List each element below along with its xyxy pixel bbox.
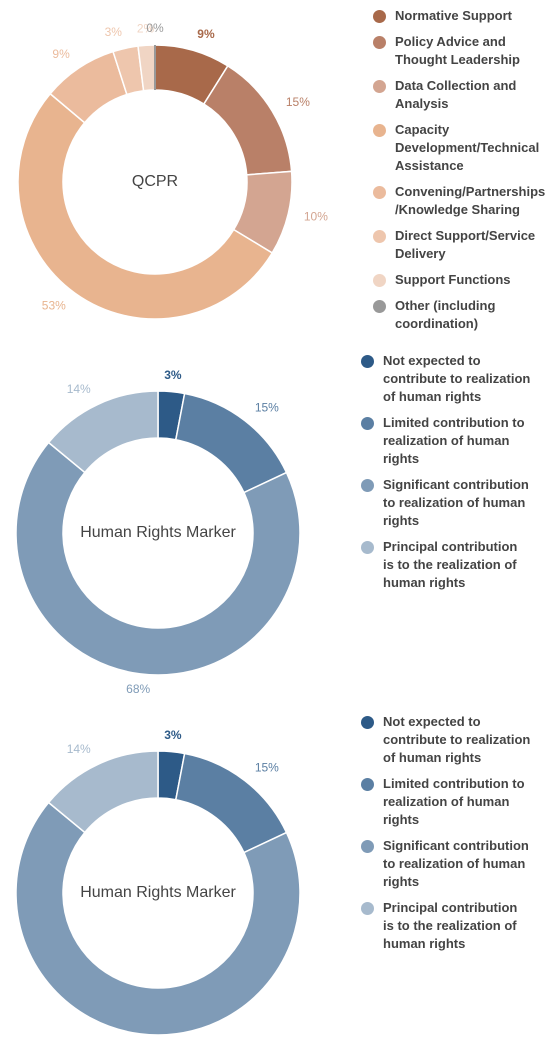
legend-label: Principal contribution is to the realiza… <box>383 900 518 951</box>
slice <box>15 801 301 1036</box>
legend-label: Policy Advice and Thought Leadership <box>395 34 520 67</box>
legend-item: Significant contribution to realization … <box>361 476 531 530</box>
value-label: 9% <box>52 47 70 61</box>
legend-item: Other (including coordination) <box>373 297 538 333</box>
legend-label: Significant contribution to realization … <box>383 477 529 528</box>
legend-marker <box>361 541 374 554</box>
legend: Not expected to contribute to realizatio… <box>361 713 531 961</box>
value-label: 15% <box>255 760 279 774</box>
legend-marker <box>361 355 374 368</box>
legend-label: Data Collection and Analysis <box>395 78 517 111</box>
legend-item: Convening/Partnerships /Knowledge Sharin… <box>373 183 545 219</box>
value-label: 15% <box>255 400 279 414</box>
legend-item: Normative Support <box>373 7 538 25</box>
legend-item: Data Collection and Analysis <box>373 77 538 113</box>
legend-item: Principal contribution is to the realiza… <box>361 899 531 953</box>
legend-marker <box>373 124 386 137</box>
legend-item: Support Functions <box>373 271 538 289</box>
legend-marker <box>361 479 374 492</box>
legend-item: Limited contribution to realization of h… <box>361 414 531 468</box>
slice <box>202 64 293 176</box>
legend-marker <box>361 716 374 729</box>
value-label: 68% <box>126 1042 150 1043</box>
legend-label: Not expected to contribute to realizatio… <box>383 353 531 404</box>
slice <box>17 92 274 320</box>
slice <box>15 441 301 676</box>
value-label: 68% <box>126 682 150 696</box>
legend-item: Significant contribution to realization … <box>361 837 531 891</box>
value-label: 3% <box>164 728 182 742</box>
slice <box>47 750 159 834</box>
legend-label: Support Functions <box>395 272 511 287</box>
legend-item: Not expected to contribute to realizatio… <box>361 352 531 406</box>
legend-label: Normative Support <box>395 8 513 23</box>
legend-marker <box>373 300 386 313</box>
legend-item: Capacity Development/Technical Assistanc… <box>373 121 540 175</box>
legend-marker <box>373 230 386 243</box>
legend-marker <box>373 186 386 199</box>
legend-label: Principal contribution is to the realiza… <box>383 539 518 590</box>
legend-label: Not expected to contribute to realizatio… <box>383 714 531 765</box>
legend-label: Significant contribution to realization … <box>383 838 529 889</box>
legend-item: Direct Support/Service Delivery <box>373 227 538 263</box>
value-label: 3% <box>164 368 182 382</box>
legend-marker <box>373 36 386 49</box>
legend-label: Other (including coordination) <box>395 298 496 331</box>
legend-item: Policy Advice and Thought Leadership <box>373 33 538 69</box>
chart-title: Human Rights Marker <box>80 524 236 541</box>
value-label: 3% <box>105 25 123 39</box>
legend-item: Not expected to contribute to realizatio… <box>361 713 531 767</box>
legend-label: Direct Support/Service Delivery <box>395 228 536 261</box>
legend-marker <box>373 274 386 287</box>
legend: Normative Support Policy Advice and Thoug… <box>373 7 545 341</box>
legend-item: Limited contribution to realization of h… <box>361 775 531 829</box>
legend-label: Convening/Partnerships /Knowledge Sharin… <box>395 184 546 217</box>
legend-marker <box>361 778 374 791</box>
value-label: 9% <box>197 27 215 41</box>
slice <box>47 390 159 474</box>
chart-title: Human Rights Marker <box>80 884 236 901</box>
chart-title: QCPR <box>132 173 178 190</box>
value-label: 14% <box>67 382 91 396</box>
legend-label: Capacity Development/Technical Assistanc… <box>395 122 540 173</box>
value-label: 14% <box>67 742 91 756</box>
legend-marker <box>361 417 374 430</box>
legend-label: Limited contribution to realization of h… <box>383 776 525 827</box>
legend-label: Limited contribution to realization of h… <box>383 415 525 466</box>
value-label: 15% <box>286 95 310 109</box>
legend-item: Principal contribution is to the realiza… <box>361 538 531 592</box>
legend-marker <box>373 10 386 23</box>
legend-marker <box>361 840 374 853</box>
legend-marker <box>361 902 374 915</box>
value-label: 53% <box>42 299 66 313</box>
value-label: 0% <box>146 21 164 35</box>
legend-marker <box>373 80 386 93</box>
legend: Not expected to contribute to realizatio… <box>361 352 531 600</box>
value-label: 10% <box>304 210 328 224</box>
value-label: 2% <box>137 21 155 35</box>
